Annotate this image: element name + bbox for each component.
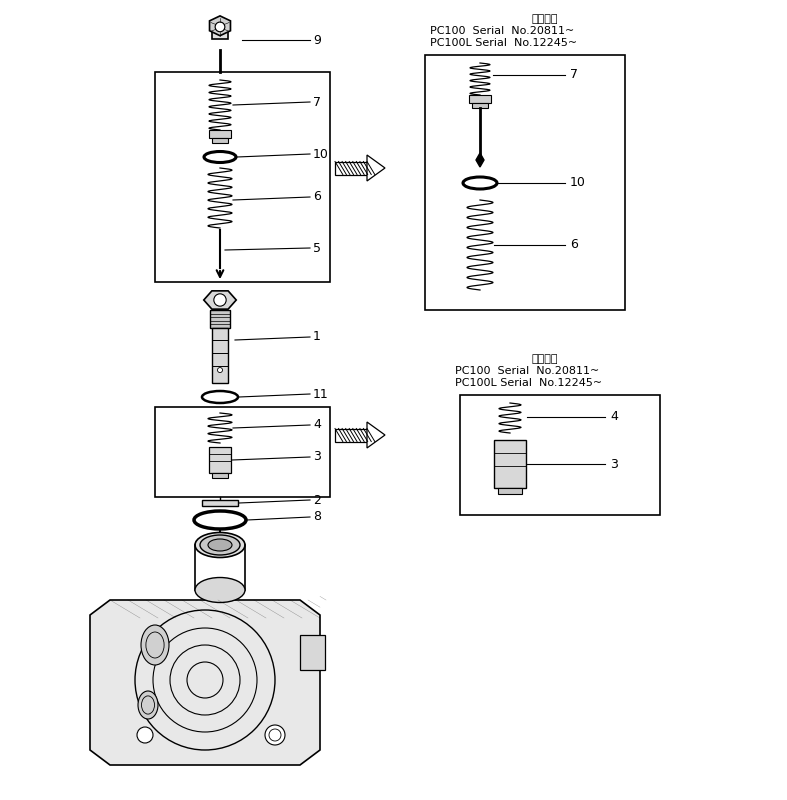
Bar xyxy=(212,473,228,478)
Text: PC100  Serial  No.20811~: PC100 Serial No.20811~ xyxy=(430,26,575,36)
Bar xyxy=(460,395,660,515)
Ellipse shape xyxy=(194,511,246,529)
Ellipse shape xyxy=(202,391,238,403)
Text: 4: 4 xyxy=(313,418,321,431)
Bar xyxy=(212,28,227,39)
Bar xyxy=(210,310,230,328)
Text: 11: 11 xyxy=(313,387,329,401)
Text: 3: 3 xyxy=(610,458,618,470)
Bar xyxy=(335,162,367,174)
Bar xyxy=(335,429,367,442)
Text: 2: 2 xyxy=(313,494,321,506)
Text: 1: 1 xyxy=(313,330,321,343)
Polygon shape xyxy=(90,600,320,765)
Polygon shape xyxy=(209,16,231,36)
Ellipse shape xyxy=(208,539,232,551)
Text: PC100L Serial  No.12245~: PC100L Serial No.12245~ xyxy=(430,38,577,48)
Polygon shape xyxy=(367,155,385,181)
Bar xyxy=(472,103,488,108)
Ellipse shape xyxy=(204,151,236,162)
Ellipse shape xyxy=(195,533,245,558)
Text: 8: 8 xyxy=(313,510,321,523)
Ellipse shape xyxy=(463,177,497,189)
Text: 6: 6 xyxy=(313,190,321,203)
Text: 10: 10 xyxy=(570,177,586,190)
Bar xyxy=(155,72,330,282)
Bar xyxy=(212,328,228,383)
Bar xyxy=(494,440,526,488)
Polygon shape xyxy=(204,291,236,309)
Circle shape xyxy=(265,725,285,745)
Text: PC100  Serial  No.20811~: PC100 Serial No.20811~ xyxy=(455,366,599,376)
Ellipse shape xyxy=(138,691,158,719)
Bar xyxy=(209,130,231,138)
Text: 6: 6 xyxy=(570,238,578,251)
Text: 4: 4 xyxy=(610,410,618,423)
Text: 適用号機: 適用号機 xyxy=(532,354,558,364)
Circle shape xyxy=(217,367,223,373)
Circle shape xyxy=(215,22,225,32)
Bar xyxy=(300,635,325,670)
Ellipse shape xyxy=(195,578,245,602)
Circle shape xyxy=(137,727,153,743)
Text: 適用号機: 適用号機 xyxy=(532,14,558,24)
Bar xyxy=(469,95,491,103)
Text: 7: 7 xyxy=(570,69,578,82)
Text: 3: 3 xyxy=(313,450,321,463)
Bar xyxy=(209,447,231,473)
Circle shape xyxy=(214,294,226,306)
Text: 10: 10 xyxy=(313,147,329,161)
Text: PC100L Serial  No.12245~: PC100L Serial No.12245~ xyxy=(455,378,602,388)
Bar xyxy=(155,407,330,497)
Ellipse shape xyxy=(141,625,169,665)
Ellipse shape xyxy=(200,535,240,555)
Bar xyxy=(498,488,522,494)
Polygon shape xyxy=(367,422,385,448)
Text: 9: 9 xyxy=(313,34,321,46)
Polygon shape xyxy=(476,153,484,167)
Text: 5: 5 xyxy=(313,242,321,254)
Text: 7: 7 xyxy=(313,95,321,109)
Bar xyxy=(202,500,238,506)
Bar xyxy=(212,138,228,143)
Bar xyxy=(425,55,625,310)
